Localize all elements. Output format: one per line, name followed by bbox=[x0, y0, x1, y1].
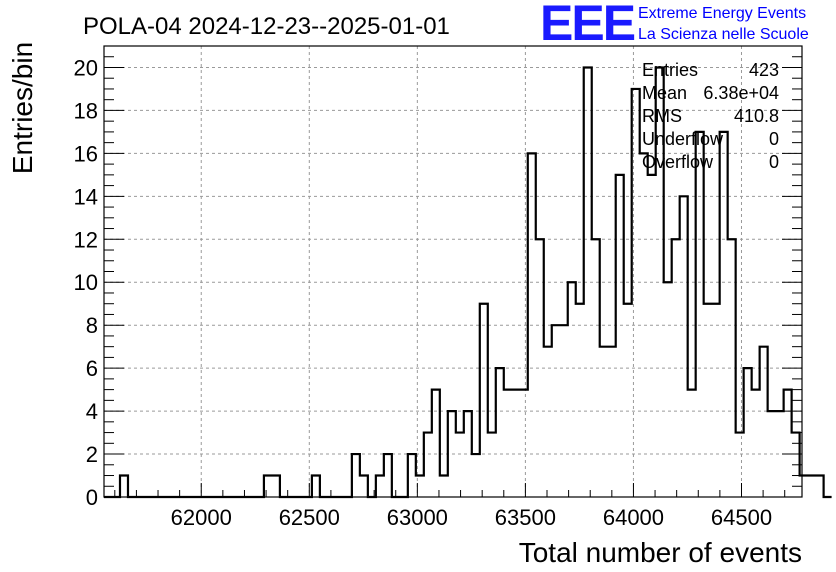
x-tick-label: 63000 bbox=[387, 505, 448, 530]
histogram-bin bbox=[744, 368, 752, 497]
y-tick-label: 4 bbox=[86, 399, 98, 424]
y-tick-label: 0 bbox=[86, 485, 98, 510]
x-tick-label: 63500 bbox=[495, 505, 556, 530]
stats-overflow-label: Overflow bbox=[642, 152, 714, 172]
chart-title: POLA-04 2024-12-23--2025-01-01 bbox=[83, 13, 450, 40]
histogram-bin bbox=[576, 304, 584, 497]
histogram-bin bbox=[680, 196, 688, 497]
histogram-bin bbox=[584, 67, 592, 497]
stats-underflow-label: Underflow bbox=[642, 129, 724, 149]
logo-line-1: Extreme Energy Events bbox=[638, 5, 806, 22]
histogram-bin bbox=[512, 390, 520, 497]
histogram-bin bbox=[448, 411, 456, 497]
stats-underflow-value: 0 bbox=[769, 129, 779, 149]
histogram-bin bbox=[360, 476, 368, 497]
histogram-bin bbox=[376, 476, 384, 497]
histogram-bin bbox=[544, 347, 552, 497]
histogram-bin bbox=[616, 175, 624, 497]
histogram-bin bbox=[520, 390, 528, 497]
x-tick-label: 64000 bbox=[603, 505, 664, 530]
logo-line-2: La Scienza nelle Scuole bbox=[638, 26, 809, 43]
histogram-bin bbox=[120, 476, 128, 497]
stats-rms-value: 410.8 bbox=[734, 106, 779, 126]
x-tick-label: 62000 bbox=[171, 505, 232, 530]
histogram-bin bbox=[312, 476, 320, 497]
histogram-bin bbox=[272, 476, 280, 497]
histogram-bin bbox=[488, 433, 496, 497]
histogram-bin bbox=[712, 304, 720, 497]
histogram-bin bbox=[640, 153, 648, 497]
histogram-bin bbox=[784, 390, 792, 497]
x-tick-label: 62500 bbox=[279, 505, 340, 530]
histogram-bin bbox=[264, 476, 272, 497]
axis-ticks bbox=[104, 56, 802, 498]
eee-logo: EEE Extreme Energy Events La Scienza nel… bbox=[540, 0, 809, 51]
histogram-bin bbox=[608, 347, 616, 497]
histogram-bin bbox=[648, 175, 656, 497]
histogram-bin bbox=[752, 390, 760, 497]
y-tick-label: 8 bbox=[86, 313, 98, 338]
histogram-bin bbox=[432, 390, 440, 497]
y-tick-label: 20 bbox=[74, 55, 98, 80]
histogram-bin bbox=[664, 282, 672, 497]
histogram-bin bbox=[632, 89, 640, 497]
y-tick-label: 18 bbox=[74, 98, 98, 123]
histogram-bin bbox=[464, 411, 472, 497]
y-tick-label: 2 bbox=[86, 442, 98, 467]
stats-entries-value: 423 bbox=[749, 60, 779, 80]
histogram-bin bbox=[720, 132, 728, 497]
histogram-bin bbox=[480, 304, 488, 497]
stats-box: Entries 423 Mean 6.38e+04 RMS 410.8 Unde… bbox=[642, 60, 779, 172]
stats-entries-label: Entries bbox=[642, 60, 698, 80]
tick-labels: 62000 62500 63000 63500 64000 64500 0 2 4 6 8 10 12 1… bbox=[74, 55, 773, 530]
histogram-bin bbox=[696, 132, 704, 497]
x-axis-title: Total number of events bbox=[519, 537, 802, 568]
histogram-bin bbox=[560, 325, 568, 497]
y-tick-label: 12 bbox=[74, 227, 98, 252]
histogram-bin bbox=[472, 454, 480, 497]
histogram-bin bbox=[600, 347, 608, 497]
y-tick-label: 16 bbox=[74, 141, 98, 166]
histogram-bin bbox=[736, 433, 744, 497]
histogram-bin bbox=[672, 239, 680, 497]
histogram-bin bbox=[592, 239, 600, 497]
stats-rms-label: RMS bbox=[642, 106, 682, 126]
histogram-bin bbox=[352, 454, 360, 497]
histogram-bin bbox=[424, 433, 432, 497]
histogram-series bbox=[104, 66, 832, 499]
histogram-bin bbox=[760, 347, 768, 497]
y-tick-label: 10 bbox=[74, 270, 98, 295]
histogram-bin bbox=[536, 239, 544, 497]
histogram-bin bbox=[440, 476, 448, 497]
histogram-bin bbox=[456, 433, 464, 497]
histogram-bin bbox=[408, 454, 416, 497]
histogram-bin bbox=[568, 282, 576, 497]
histogram-bin bbox=[504, 390, 512, 497]
histogram-bin bbox=[528, 153, 536, 497]
histogram-bin bbox=[384, 454, 392, 497]
histogram-bin bbox=[688, 390, 696, 497]
y-tick-label: 6 bbox=[86, 356, 98, 381]
histogram-bin bbox=[552, 325, 560, 497]
x-tick-label: 64500 bbox=[711, 505, 772, 530]
stats-mean-value: 6.38e+04 bbox=[703, 83, 779, 103]
histogram-bin bbox=[768, 411, 776, 497]
histogram-outline bbox=[104, 66, 832, 499]
histogram-bin bbox=[624, 304, 632, 497]
logo-mark: EEE bbox=[540, 0, 635, 51]
y-axis-title: Entries/bin bbox=[7, 42, 38, 174]
histogram-bin bbox=[808, 476, 816, 497]
stats-overflow-value: 0 bbox=[769, 152, 779, 172]
histogram-bin bbox=[496, 368, 504, 497]
histogram-bin bbox=[728, 239, 736, 497]
y-tick-label: 14 bbox=[74, 184, 98, 209]
histogram-bin bbox=[704, 304, 712, 497]
histogram-bin bbox=[816, 476, 824, 497]
stats-mean-label: Mean bbox=[642, 83, 687, 103]
